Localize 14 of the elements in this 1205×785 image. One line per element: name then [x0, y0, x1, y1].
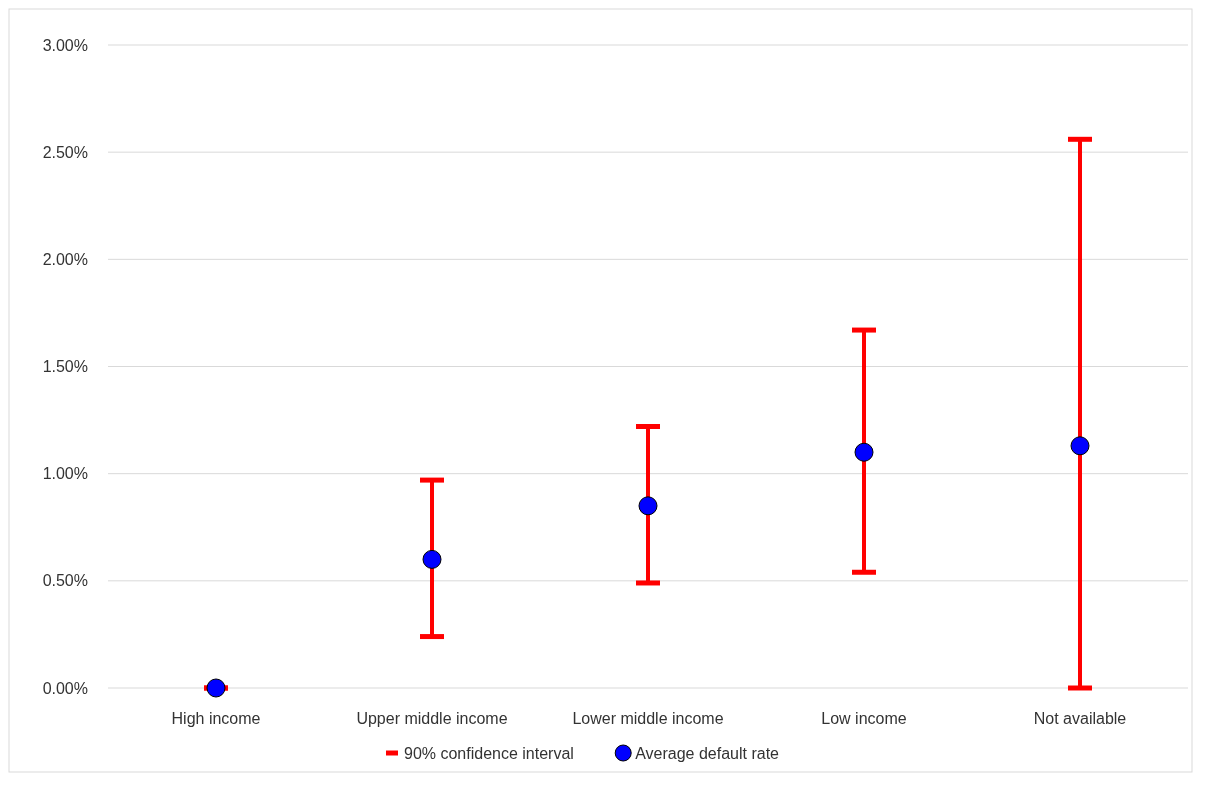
- y-tick-label: 2.50%: [42, 143, 88, 161]
- x-tick-label: Low income: [821, 710, 907, 727]
- text: 90% confidence interval: [404, 744, 574, 762]
- y-tick-label: 3.00%: [42, 36, 88, 54]
- y-tick-label: 1.50%: [42, 358, 88, 376]
- x-tick-label: Not available: [1033, 710, 1127, 727]
- legend-label: Average default rate: [635, 744, 780, 762]
- x-tick-label: High income: [171, 710, 261, 727]
- y-tick-label: 0.50%: [42, 572, 88, 590]
- x-tick-label: Lower middle income: [572, 710, 724, 727]
- y-tick-label: 2.00%: [42, 250, 88, 268]
- y-tick-label: 1.00%: [42, 465, 88, 483]
- x-tick-label: Upper middle income: [356, 710, 508, 727]
- y-tick-label: 0.00%: [42, 679, 88, 697]
